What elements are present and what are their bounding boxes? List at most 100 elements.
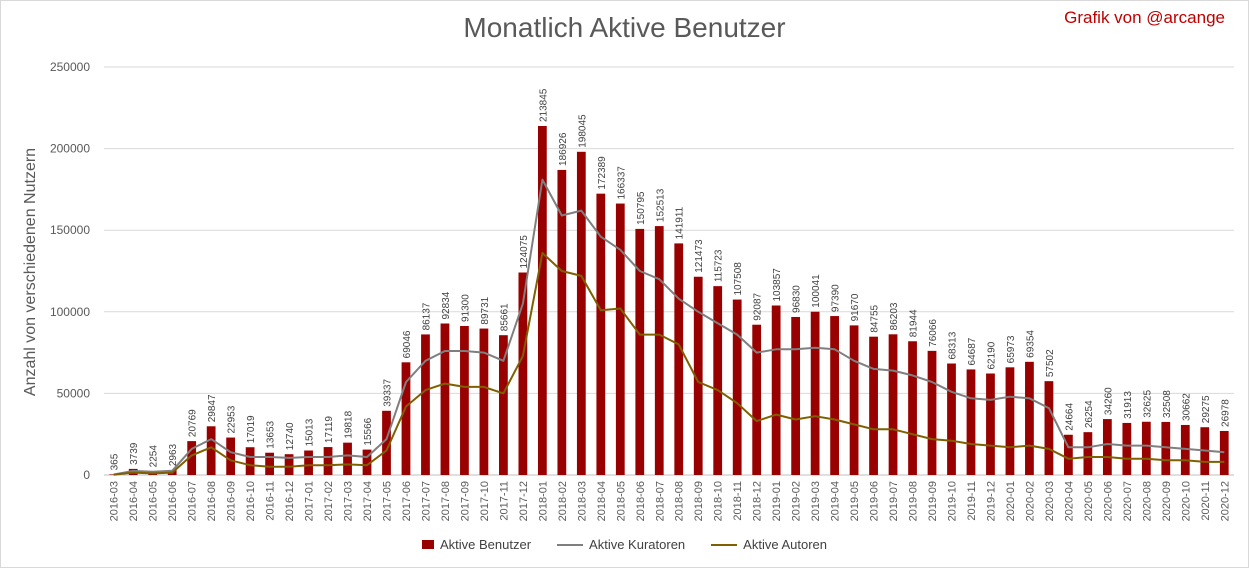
- x-tick-label: 2017-06: [401, 481, 413, 521]
- legend-swatch-kuratoren: [557, 543, 584, 546]
- legend-item-benutzer[interactable]: Aktive Benutzer: [422, 537, 531, 552]
- data-label: 29275: [1201, 395, 1212, 423]
- bar: [771, 305, 781, 475]
- x-tick-label: 2020-05: [1083, 481, 1095, 521]
- bar: [479, 328, 489, 475]
- data-label: 2254: [149, 445, 160, 468]
- bar: [869, 336, 878, 475]
- x-tick-label: 2018-12: [752, 481, 764, 521]
- x-tick-label: 2018-07: [654, 481, 666, 521]
- data-label: 26978: [1220, 399, 1231, 427]
- x-tick-label: 2018-10: [713, 481, 725, 521]
- data-label: 85661: [499, 303, 510, 331]
- data-label: 19818: [344, 410, 355, 438]
- x-tick-label: 2018-11: [732, 481, 744, 521]
- bar: [284, 454, 294, 475]
- data-label: 64687: [967, 337, 978, 365]
- data-label: 91670: [850, 293, 861, 321]
- bar: [499, 335, 508, 475]
- x-tick-label: 2020-04: [1063, 481, 1075, 521]
- chart-credit: Grafik von @arcange: [1064, 8, 1225, 27]
- bar: [1025, 361, 1034, 475]
- bar: [1180, 424, 1190, 475]
- bar: [986, 373, 995, 475]
- bar: [362, 449, 372, 475]
- data-label: 86137: [421, 302, 432, 330]
- data-label: 172389: [597, 156, 608, 190]
- y-tick-label: 0: [83, 468, 90, 482]
- bar: [460, 325, 469, 475]
- x-tick-label: 2018-02: [557, 481, 569, 521]
- x-tick-label: 2019-05: [849, 481, 861, 521]
- x-tick-label: 2016-03: [109, 481, 121, 521]
- bar: [810, 311, 820, 475]
- data-label: 91300: [460, 294, 471, 322]
- x-tick-label: 2016-10: [245, 481, 257, 521]
- data-label: 103857: [772, 268, 783, 302]
- bar: [849, 325, 859, 475]
- bar: [187, 441, 197, 475]
- bar: [654, 226, 664, 475]
- bar: [1064, 434, 1073, 475]
- bar: [245, 447, 255, 475]
- bar: [908, 341, 917, 475]
- bar: [752, 324, 762, 475]
- x-tick-label: 2016-08: [206, 481, 218, 521]
- bar: [440, 323, 450, 475]
- x-tick-label: 2019-08: [908, 481, 920, 521]
- data-label: 141911: [675, 206, 686, 239]
- x-tick-label: 2016-07: [187, 481, 199, 521]
- x-tick-label: 2019-10: [947, 481, 959, 521]
- bar: [713, 286, 723, 475]
- x-tick-label: 2016-11: [265, 481, 277, 521]
- bar: [382, 410, 391, 475]
- legend-label-kuratoren: Aktive Kuratoren: [589, 537, 686, 552]
- data-label: 84755: [870, 304, 881, 332]
- legend-item-kuratoren[interactable]: Aktive Kuratoren: [557, 537, 685, 552]
- x-tick-label: 2020-01: [1005, 481, 1017, 521]
- x-tick-label: 2018-03: [576, 481, 588, 521]
- x-tick-label: 2019-07: [888, 481, 900, 521]
- data-label: 96830: [792, 285, 803, 313]
- data-label: 150795: [636, 191, 647, 225]
- bar: [343, 442, 352, 475]
- chart-title: Monatlich Aktive Benutzer: [463, 12, 786, 43]
- x-tick-label: 2020-06: [1102, 481, 1114, 521]
- x-tick-label: 2018-05: [615, 481, 627, 521]
- bar: [304, 450, 313, 475]
- data-label: 81944: [909, 309, 920, 337]
- x-tick-label: 2017-10: [479, 481, 491, 521]
- bar: [323, 447, 333, 475]
- bar: [421, 334, 430, 475]
- data-label: 97390: [831, 284, 842, 312]
- x-tick-label: 2016-04: [128, 481, 140, 521]
- x-tick-label: 2020-10: [1180, 481, 1192, 521]
- data-label: 15013: [305, 418, 316, 446]
- bar: [615, 203, 625, 475]
- series-line-autoren: [113, 252, 1225, 476]
- x-tick-label: 2016-06: [167, 481, 179, 521]
- legend-item-autoren[interactable]: Aktive Autoren: [711, 537, 827, 552]
- data-label: 166337: [616, 166, 627, 200]
- x-tick-label: 2019-09: [927, 481, 939, 521]
- legend-label-benutzer: Aktive Benutzer: [440, 537, 532, 552]
- data-label: 65973: [1006, 335, 1017, 363]
- x-tick-label: 2017-09: [459, 481, 471, 521]
- data-label: 152513: [655, 188, 666, 222]
- x-tick-label: 2019-03: [810, 481, 822, 521]
- data-label: 92834: [441, 291, 452, 319]
- data-label: 39337: [383, 379, 394, 407]
- bar: [226, 437, 236, 475]
- data-label: 24664: [1064, 403, 1075, 431]
- x-tick-label: 2016-12: [284, 481, 296, 521]
- legend-label-autoren: Aktive Autoren: [743, 537, 827, 552]
- data-label: 32508: [1162, 390, 1173, 418]
- data-label: 26254: [1084, 400, 1095, 428]
- x-tick-label: 2020-02: [1024, 481, 1036, 521]
- data-label: 3739: [129, 442, 140, 465]
- x-tick-label: 2018-01: [537, 481, 549, 521]
- x-tick-label: 2019-11: [966, 481, 978, 521]
- bar: [1083, 432, 1093, 475]
- bar: [791, 316, 801, 475]
